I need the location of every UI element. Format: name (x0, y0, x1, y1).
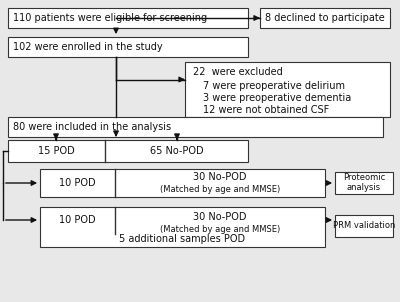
Text: 30 No-POD: 30 No-POD (193, 212, 247, 222)
Text: 12 were not obtained CSF: 12 were not obtained CSF (203, 105, 329, 115)
Text: 8 declined to participate: 8 declined to participate (265, 13, 385, 23)
Text: analysis: analysis (347, 184, 381, 192)
Text: 10 POD: 10 POD (59, 178, 95, 188)
Text: 22  were excluded: 22 were excluded (193, 67, 283, 77)
Text: 15 POD: 15 POD (38, 146, 74, 156)
Text: Proteomic: Proteomic (343, 174, 385, 182)
Text: PRM validation: PRM validation (333, 221, 395, 230)
FancyBboxPatch shape (260, 8, 390, 28)
Text: 5 additional samples POD: 5 additional samples POD (120, 234, 246, 244)
Text: (Matched by age and MMSE): (Matched by age and MMSE) (160, 224, 280, 233)
FancyBboxPatch shape (335, 172, 393, 194)
Text: 7 were preoperative delirium: 7 were preoperative delirium (203, 81, 345, 91)
Text: 3 were preoperative dementia: 3 were preoperative dementia (203, 93, 351, 103)
Text: 102 were enrolled in the study: 102 were enrolled in the study (13, 42, 163, 52)
FancyBboxPatch shape (185, 62, 390, 117)
FancyBboxPatch shape (335, 215, 393, 237)
FancyBboxPatch shape (40, 169, 325, 197)
Text: (Matched by age and MMSE): (Matched by age and MMSE) (160, 185, 280, 194)
Text: 110 patients were eligible for screening: 110 patients were eligible for screening (13, 13, 207, 23)
FancyBboxPatch shape (8, 8, 248, 28)
FancyBboxPatch shape (8, 37, 248, 57)
Text: 30 No-POD: 30 No-POD (193, 172, 247, 182)
FancyBboxPatch shape (8, 117, 383, 137)
Text: 80 were included in the analysis: 80 were included in the analysis (13, 122, 171, 132)
Text: 10 POD: 10 POD (59, 215, 95, 225)
Text: 65 No-POD: 65 No-POD (150, 146, 204, 156)
FancyBboxPatch shape (40, 207, 325, 247)
FancyBboxPatch shape (8, 140, 248, 162)
